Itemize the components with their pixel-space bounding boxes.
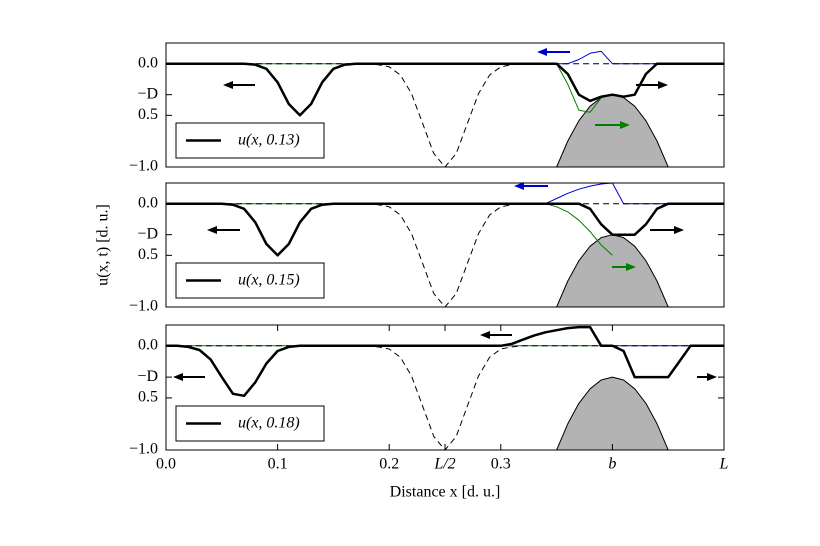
x-tick-label: 0.0	[156, 456, 176, 473]
y-tick-label: −D	[137, 225, 158, 242]
arrow-head	[626, 263, 636, 271]
barrier-area	[556, 376, 669, 450]
arrow-head	[674, 226, 684, 234]
legend-label: u(x, 0.18)	[238, 415, 300, 432]
x-tick-label: 0.3	[491, 456, 511, 473]
series-line	[534, 50, 669, 65]
legend-box	[175, 405, 325, 442]
x-tick-label: 0.1	[268, 456, 288, 473]
y-tick-label: −D	[137, 85, 158, 102]
arrow-head	[223, 81, 233, 89]
x-tick-label: 0.2	[379, 456, 399, 473]
x-tick-label: L	[719, 456, 729, 473]
y-tick-label: −1.0	[129, 298, 158, 315]
series-line	[166, 345, 724, 450]
barrier-area	[556, 234, 669, 307]
arrow-head	[480, 331, 490, 339]
series-line	[199, 63, 602, 113]
series-line	[166, 325, 724, 398]
y-tick-label: −1.0	[129, 158, 158, 175]
barrier-area	[556, 94, 669, 167]
y-tick-label: 0.5	[138, 246, 158, 263]
y-tick-label: 0.0	[138, 337, 158, 354]
arrow-head	[537, 48, 547, 56]
plot-area	[166, 325, 724, 450]
y-tick-label: −1.0	[129, 441, 158, 458]
plot-area	[166, 183, 724, 307]
plot-frame	[165, 42, 725, 168]
arrow-head	[514, 182, 524, 190]
series-line	[166, 62, 724, 117]
arrow-head	[707, 373, 717, 381]
y-tick-label: 0.0	[138, 54, 158, 71]
series-line	[545, 183, 669, 205]
y-tick-label: 0.0	[138, 194, 158, 211]
y-tick-label: 0.5	[138, 106, 158, 123]
series-line	[166, 203, 724, 307]
series-line	[166, 63, 724, 167]
arrow-head	[173, 373, 183, 381]
series-line	[199, 203, 613, 256]
x-tick-label: b	[608, 456, 616, 473]
plot-area	[166, 50, 724, 167]
plot-frame	[165, 182, 725, 308]
y-tick-label: −D	[137, 368, 158, 385]
arrow-head	[658, 81, 668, 89]
x-tick-label: L/2	[433, 456, 455, 473]
y-tick-label: 0.5	[138, 389, 158, 406]
series-line	[166, 202, 724, 257]
x-axis-label: Distance x [d. u.]	[390, 484, 501, 501]
legend-label: u(x, 0.15)	[238, 272, 300, 289]
arrow-head	[207, 226, 217, 234]
legend-label: u(x, 0.13)	[238, 132, 300, 149]
y-axis-label: u(x, t) [d. u.]	[95, 204, 112, 286]
arrow-head	[620, 121, 630, 129]
